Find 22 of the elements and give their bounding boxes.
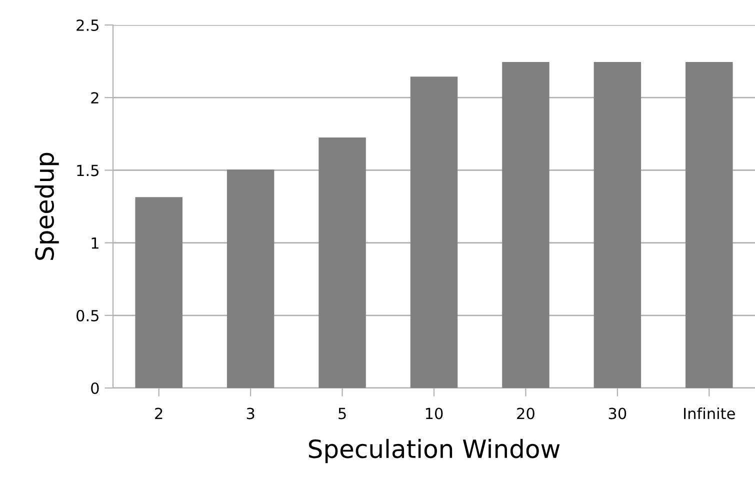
y-tick-label: 1: [92, 237, 98, 249]
bar: [226, 170, 274, 388]
x-tick-label: 3: [246, 408, 254, 420]
bar: [135, 197, 182, 388]
y-tick-label: 2: [91, 92, 98, 104]
x-tick-label: 30: [608, 408, 626, 420]
bar: [686, 62, 733, 388]
x-tick-label: 20: [517, 408, 534, 420]
x-axis-title: Speculation Window: [308, 438, 560, 464]
y-tick-label: 0: [91, 382, 99, 394]
y-tick-label: 0.5: [76, 310, 98, 322]
bar: [594, 62, 642, 388]
x-tick-label: 10: [426, 408, 443, 420]
bar: [502, 62, 550, 388]
bar: [318, 138, 366, 388]
y-axis-title: Speedup: [34, 152, 59, 260]
y-tick-label: 2.5: [76, 19, 98, 32]
x-tick-label: Infinite: [684, 407, 735, 420]
x-tick-label: 5: [338, 408, 346, 420]
bar: [410, 76, 458, 388]
x-tick-label: 2: [155, 408, 162, 420]
y-tick-label: 1.5: [77, 164, 98, 176]
